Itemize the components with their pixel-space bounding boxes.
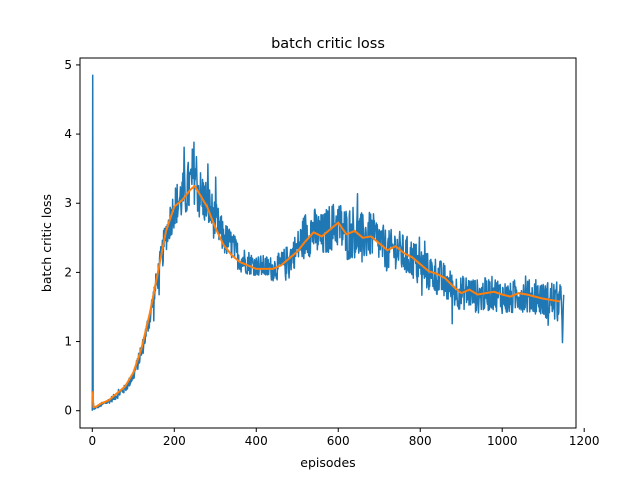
- y-tick-label: 0: [64, 404, 72, 418]
- y-tick-label: 3: [64, 196, 72, 210]
- axes-frame: [79, 57, 577, 429]
- y-tick-label: 4: [64, 127, 72, 141]
- x-tick-label: 800: [409, 434, 432, 448]
- x-tick-label: 1200: [569, 434, 600, 448]
- y-tick-label: 5: [64, 58, 72, 72]
- x-axis-ticks: 0 200 400 600 800 1000 1200: [88, 428, 599, 448]
- smoothed-loss-line: [91, 184, 560, 409]
- x-tick-label: 400: [245, 434, 268, 448]
- x-tick-label: 0: [88, 434, 96, 448]
- raw-loss-line: [91, 74, 565, 411]
- x-tick-label: 1000: [487, 434, 518, 448]
- x-tick-label: 200: [163, 434, 186, 448]
- y-axis-ticks: 0 1 2 3 4 5: [64, 58, 80, 418]
- series-layer: [91, 74, 565, 411]
- y-tick-label: 1: [64, 335, 72, 349]
- chart-title: batch critic loss: [271, 36, 385, 52]
- x-tick-label: 600: [327, 434, 350, 448]
- y-axis-label: batch critic loss: [39, 194, 54, 292]
- x-axis-label: episodes: [300, 455, 355, 470]
- y-tick-label: 2: [64, 265, 72, 279]
